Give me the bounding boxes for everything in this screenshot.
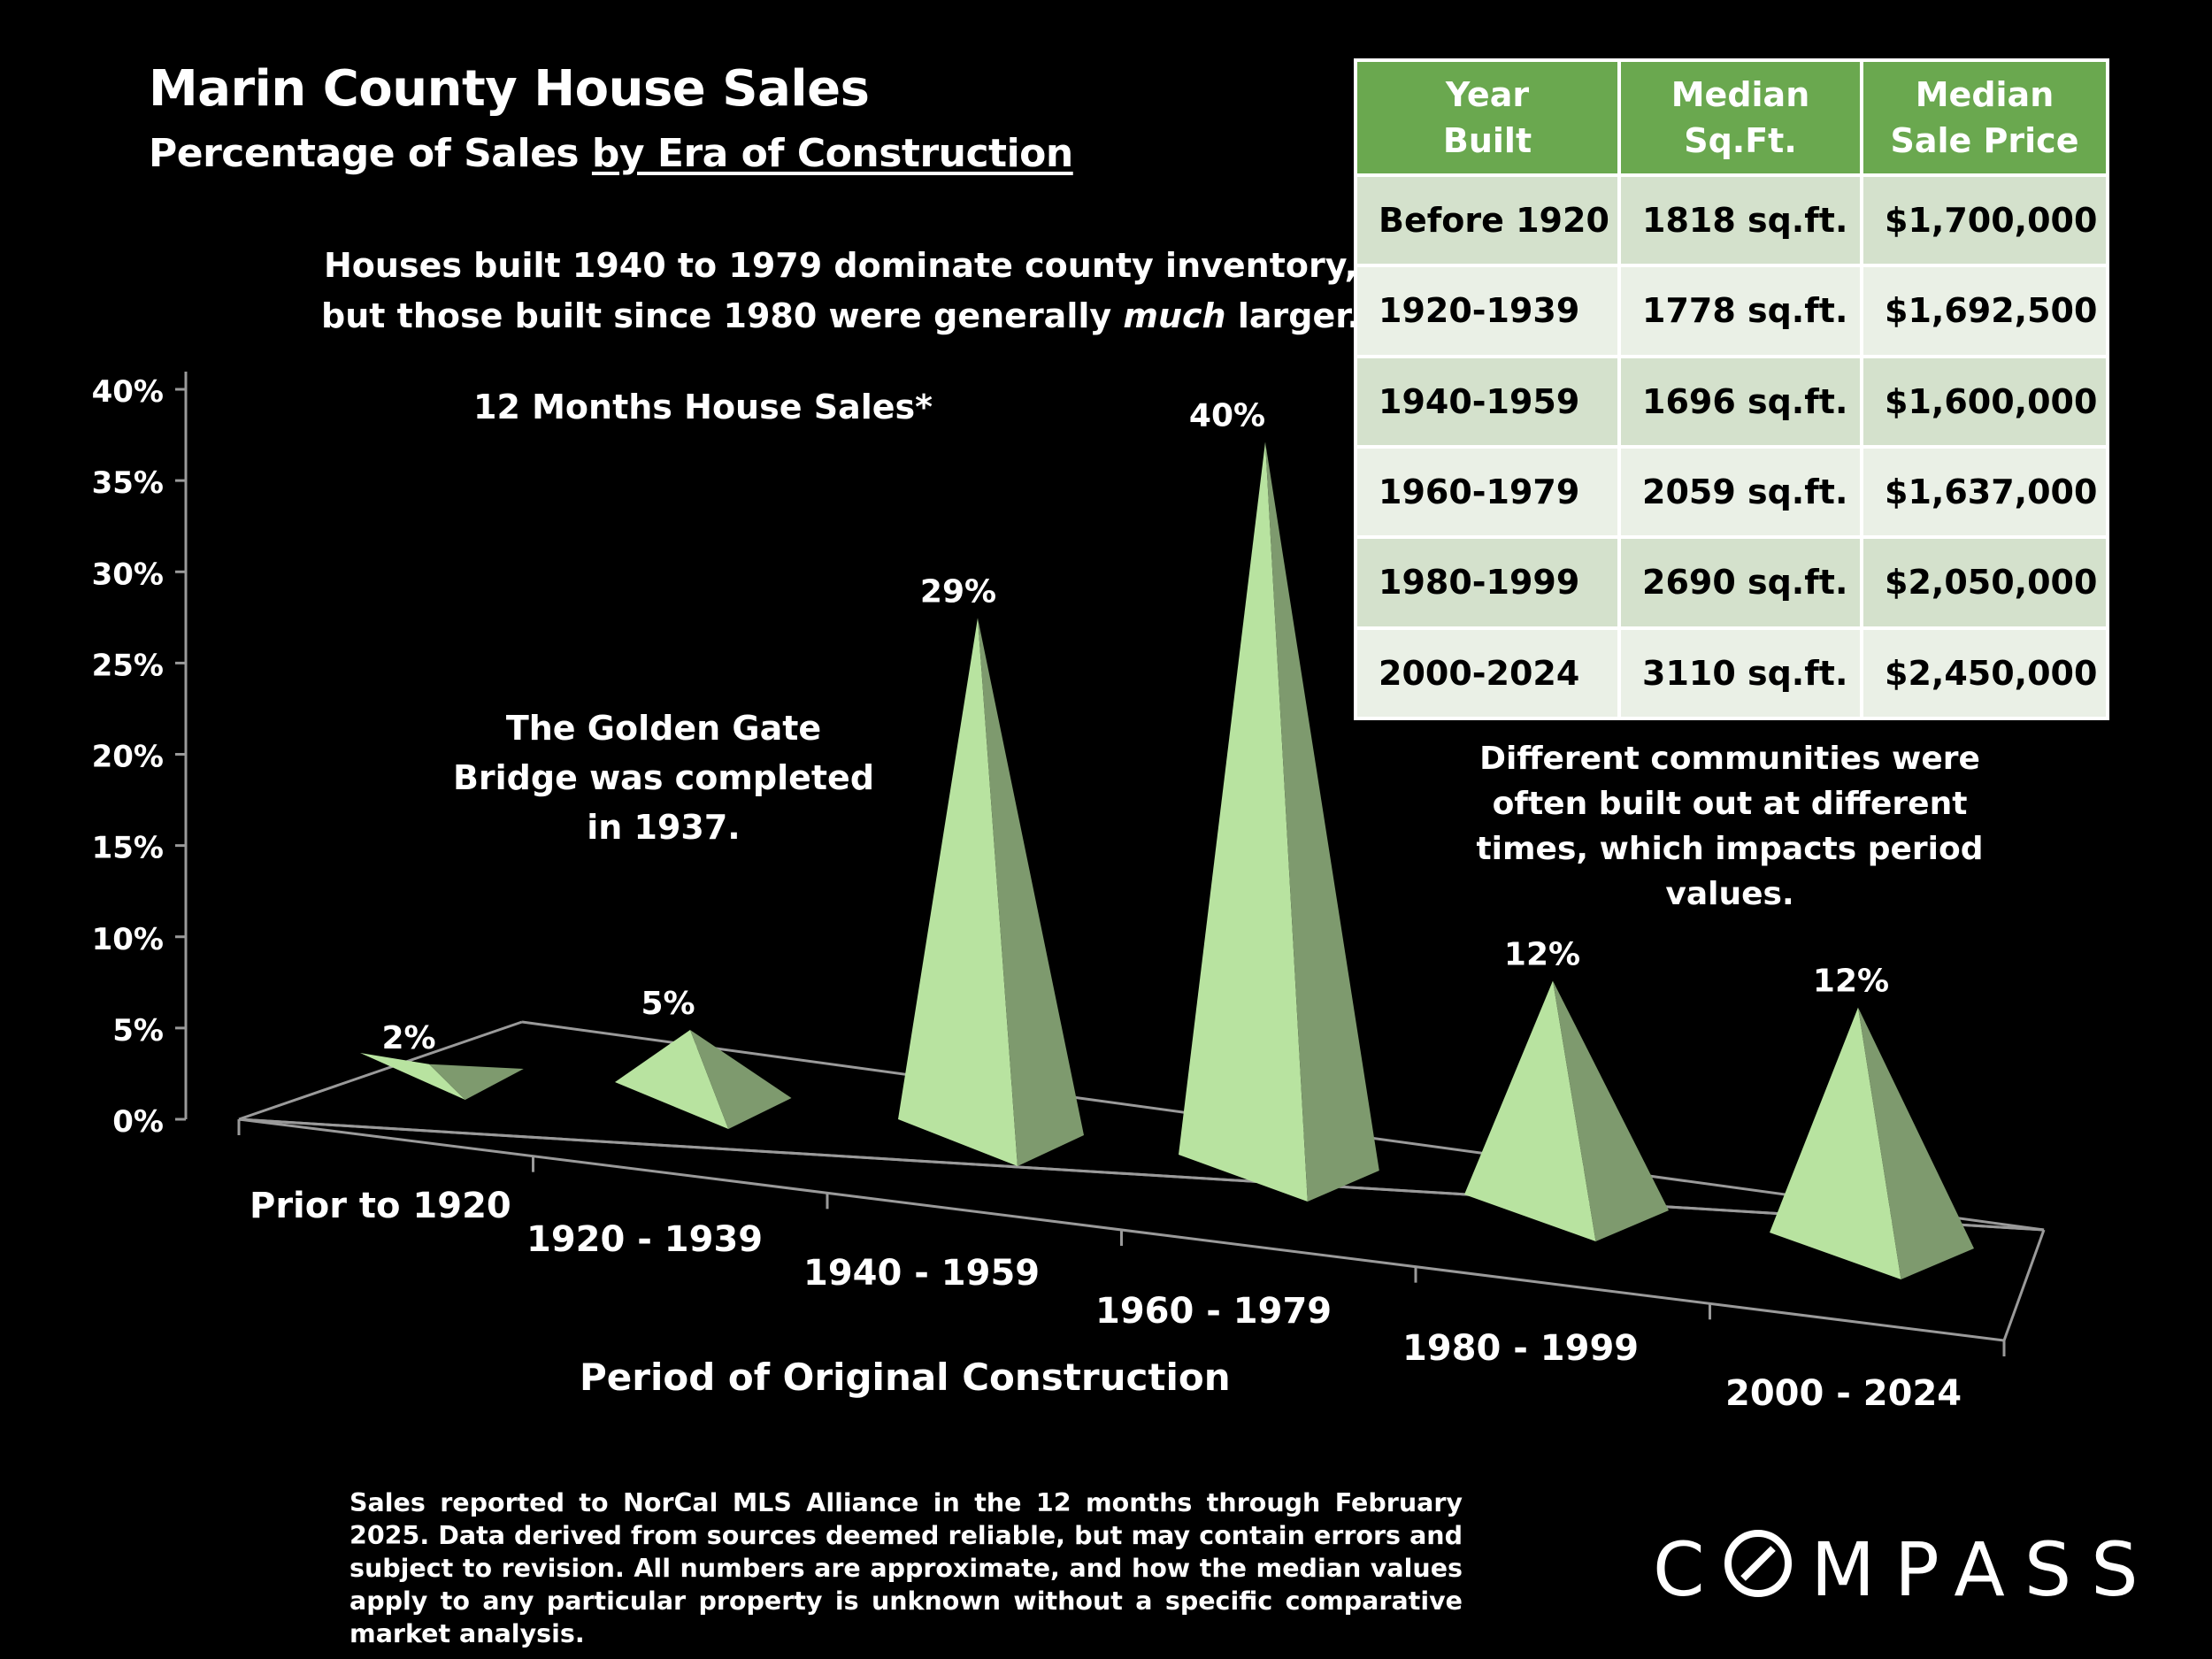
- cell-price: $1,637,000: [1860, 444, 2109, 540]
- pyramid-front-face: [1770, 1007, 1901, 1279]
- y-tick-label: 30%: [92, 557, 164, 592]
- cell-sqft: 2690 sq.ft.: [1617, 535, 1863, 630]
- y-tick-label: 15%: [92, 831, 164, 866]
- logo-letters: MPASS: [1810, 1526, 2158, 1613]
- golden-gate-note: The Golden Gate Bridge was completed in …: [452, 709, 875, 847]
- cell-year: 1980-1999: [1354, 535, 1621, 630]
- table-row: 1920-1939 1778 sq.ft. $1,692,500: [1354, 264, 2109, 358]
- category-label: 1960 - 1979: [1095, 1291, 1332, 1332]
- category-labels: Prior to 1920 1920 - 1939 1940 - 1959 1960 …: [250, 1186, 1962, 1414]
- headline-line2-start: but those built since 1980 were generall…: [321, 296, 1124, 335]
- floor-right-edge: [2002, 1229, 2046, 1341]
- y-tick-label: 10%: [92, 922, 164, 957]
- header-year-built: Year Built: [1354, 58, 1621, 177]
- page-title: Marin County House Sales: [149, 60, 870, 118]
- pyramid-bars: [360, 442, 1974, 1279]
- value-label: 40%: [1189, 398, 1265, 434]
- y-tick-label: 20%: [92, 740, 164, 775]
- logo-compass-o-icon: [1724, 1530, 1792, 1597]
- page-subtitle: Percentage of Sales by Era of Constructi…: [149, 131, 1073, 176]
- value-label: 2%: [381, 1020, 435, 1056]
- headline-emphasis: much: [1123, 296, 1226, 335]
- median-stats-table: Year Built Median Sq.Ft. Median Sale Pri…: [1354, 58, 2109, 721]
- cell-sqft: 1696 sq.ft.: [1617, 354, 1863, 449]
- cell-sqft: 1818 sq.ft.: [1617, 173, 1863, 268]
- header-median-sqft: Median Sq.Ft.: [1617, 58, 1863, 177]
- logo-letter-c: C: [1653, 1526, 1724, 1613]
- table-header-row: Year Built Median Sq.Ft. Median Sale Pri…: [1354, 58, 2109, 177]
- cell-price: $1,600,000: [1860, 354, 2109, 449]
- pyramid-side-face: [690, 1029, 792, 1129]
- pyramid-side-face: [429, 1064, 524, 1100]
- category-label: 1940 - 1959: [803, 1253, 1040, 1294]
- cell-year: 1920-1939: [1354, 264, 1621, 358]
- category-label: 1920 - 1939: [526, 1219, 763, 1260]
- cell-year: Before 1920: [1354, 173, 1621, 268]
- communities-note: Different communities were often built o…: [1476, 741, 1984, 912]
- category-label: Prior to 1920: [250, 1186, 511, 1226]
- cell-price: $1,700,000: [1860, 173, 2109, 268]
- value-label: 29%: [920, 573, 996, 610]
- cell-year: 2000-2024: [1354, 626, 1621, 721]
- pyramid-front-face: [360, 1053, 465, 1100]
- source-footnote: Sales reported to NorCal MLS Alliance in…: [349, 1488, 1463, 1648]
- cell-price: $2,050,000: [1860, 535, 2109, 630]
- cell-sqft: 2059 sq.ft.: [1617, 444, 1863, 540]
- table-row: 2000-2024 3110 sq.ft. $2,450,000: [1354, 626, 2109, 721]
- pyramid-side-face: [1858, 1007, 1974, 1279]
- category-label: 2000 - 2024: [1725, 1373, 1962, 1414]
- pyramid-side-face: [1553, 980, 1669, 1241]
- table-row: 1940-1959 1696 sq.ft. $1,600,000: [1354, 354, 2109, 449]
- pyramid-side-face: [1265, 442, 1379, 1202]
- chart-title: 12 Months House Sales*: [473, 388, 933, 426]
- header-median-price: Median Sale Price: [1860, 58, 2109, 177]
- y-tick-label: 40%: [92, 374, 164, 410]
- pyramid-front-face: [1179, 442, 1308, 1202]
- value-label: 12%: [1813, 964, 1889, 1000]
- pyramid-front-face: [615, 1029, 729, 1129]
- pyramid-side-face: [978, 618, 1084, 1166]
- cell-year: 1940-1959: [1354, 354, 1621, 449]
- cell-price: $2,450,000: [1860, 626, 2109, 721]
- floor-back-edge-overlay: [238, 1118, 2045, 1232]
- subtitle-prefix: Percentage of Sales: [149, 131, 592, 176]
- headline-line2-end: larger.: [1225, 296, 1360, 335]
- subtitle-underlined: by Era of Construction: [591, 131, 1073, 176]
- table-row: Before 1920 1818 sq.ft. $1,700,000: [1354, 173, 2109, 268]
- y-tick-label: 35%: [92, 465, 164, 501]
- y-tick-label: 0%: [112, 1104, 164, 1140]
- y-tick-label: 25%: [92, 648, 164, 683]
- cell-sqft: 3110 sq.ft.: [1617, 626, 1863, 721]
- compass-logo: C MPASS: [1653, 1526, 2158, 1613]
- floor-left-edge: [238, 1020, 523, 1121]
- chart-axes: [175, 372, 2046, 1356]
- cell-year: 1960-1979: [1354, 444, 1621, 540]
- y-tick-label: 5%: [112, 1013, 164, 1048]
- value-label: 12%: [1504, 937, 1580, 973]
- pyramid-front-face: [1464, 980, 1596, 1241]
- value-label: 5%: [641, 986, 695, 1022]
- table-row: 1980-1999 2690 sq.ft. $2,050,000: [1354, 535, 2109, 630]
- table-row: 1960-1979 2059 sq.ft. $1,637,000: [1354, 444, 2109, 540]
- headline: Houses built 1940 to 1979 dominate count…: [301, 241, 1380, 342]
- category-label: 1980 - 1999: [1402, 1328, 1639, 1369]
- y-tick-labels: 0% 5% 10% 15% 20% 25% 30% 35% 40%: [92, 374, 164, 1140]
- value-labels: 2% 5% 29% 40% 12% 12%: [381, 398, 1889, 1056]
- cell-sqft: 1778 sq.ft.: [1617, 264, 1863, 358]
- x-axis-title: Period of Original Construction: [580, 1356, 1231, 1399]
- headline-line1: Houses built 1940 to 1979 dominate count…: [323, 246, 1358, 285]
- cell-price: $1,692,500: [1860, 264, 2109, 358]
